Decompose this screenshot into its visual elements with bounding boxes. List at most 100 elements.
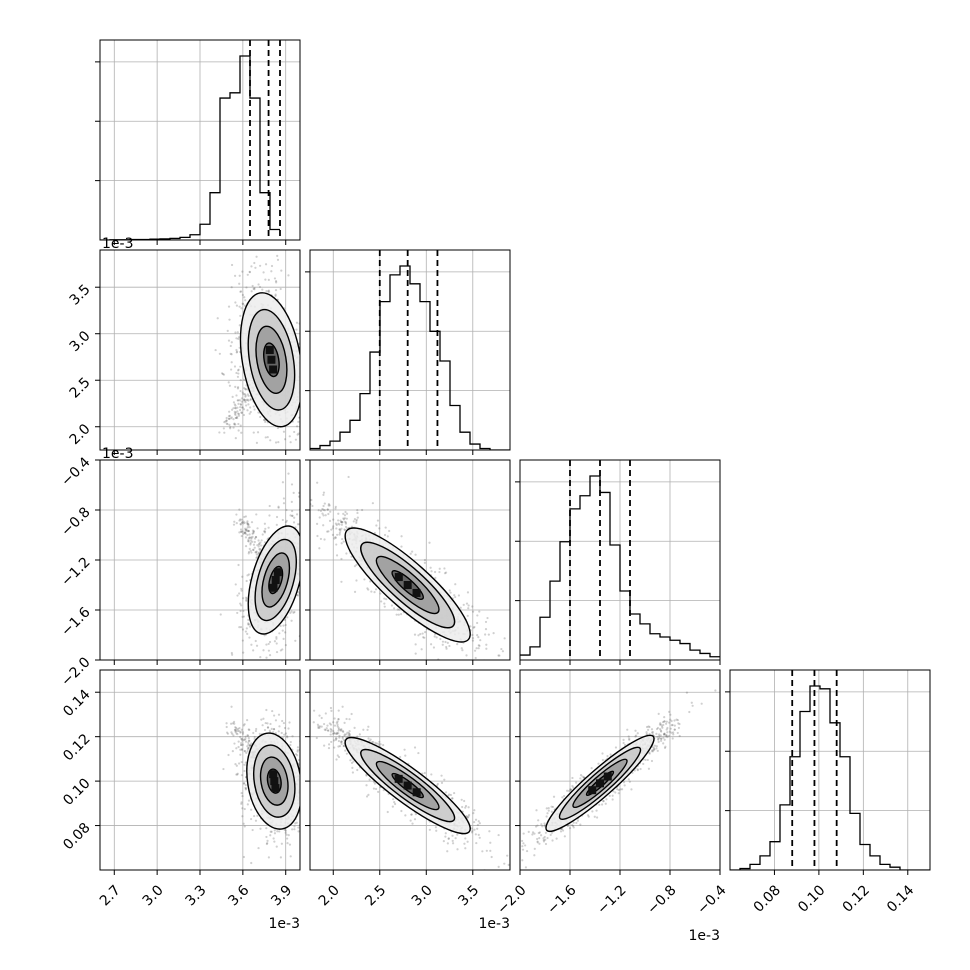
scatter-point bbox=[506, 854, 509, 857]
scatter-point bbox=[484, 620, 488, 624]
scatter-point bbox=[333, 717, 336, 720]
scatter-point bbox=[305, 577, 307, 579]
scatter-point bbox=[234, 437, 237, 440]
scatter-point bbox=[249, 410, 252, 414]
scatter-point bbox=[305, 534, 307, 536]
scatter-point bbox=[241, 815, 244, 818]
scatter-point bbox=[329, 733, 332, 736]
scatter-point bbox=[365, 784, 368, 787]
scatter-point bbox=[250, 817, 253, 821]
scatter-point bbox=[235, 304, 239, 307]
density-peak bbox=[271, 576, 280, 584]
scatter-point bbox=[536, 841, 539, 844]
scatter-point bbox=[218, 431, 221, 434]
scatter-point bbox=[312, 564, 314, 566]
scatter-point bbox=[237, 422, 240, 426]
scatter-point bbox=[296, 746, 300, 749]
scatter-point bbox=[247, 573, 250, 576]
scatter-point bbox=[306, 546, 308, 548]
scatter-point bbox=[245, 528, 248, 531]
scatter-point bbox=[238, 762, 241, 765]
scatter-point bbox=[288, 435, 291, 438]
scatter-point bbox=[251, 535, 254, 538]
density-peak bbox=[265, 346, 274, 355]
scatter-point bbox=[346, 731, 349, 734]
scatter-point bbox=[476, 827, 479, 830]
scatter-point bbox=[443, 567, 446, 570]
scatter-point bbox=[264, 263, 268, 266]
scatter-point bbox=[277, 506, 280, 509]
scatter-point bbox=[305, 361, 307, 363]
scatter-point bbox=[257, 552, 260, 555]
scatter-point bbox=[247, 524, 250, 527]
scatter-point bbox=[312, 368, 314, 370]
scatter-point bbox=[337, 755, 341, 759]
scatter-point bbox=[273, 840, 276, 843]
scatter-point bbox=[291, 735, 294, 738]
scatter-point bbox=[233, 274, 237, 277]
scatter-point bbox=[333, 746, 336, 749]
scatter-point bbox=[320, 399, 322, 401]
scatter-point bbox=[302, 522, 304, 524]
scatter-point bbox=[322, 521, 324, 523]
scatter-point bbox=[388, 529, 391, 533]
scatter-point bbox=[341, 736, 344, 739]
scatter-point bbox=[306, 823, 308, 825]
scatter-point bbox=[343, 514, 347, 517]
scatter-point bbox=[297, 594, 300, 597]
scatter-point bbox=[277, 441, 280, 444]
scatter-point bbox=[467, 604, 470, 607]
scatter-point bbox=[234, 404, 237, 407]
scatter-point bbox=[289, 441, 292, 444]
scatter-point bbox=[311, 504, 314, 508]
scatter-point bbox=[423, 771, 426, 775]
scatter-point bbox=[303, 375, 305, 377]
scatter-point bbox=[259, 415, 262, 419]
scatter-point bbox=[240, 406, 244, 409]
scatter-point bbox=[348, 733, 351, 736]
scatter-point bbox=[247, 552, 250, 555]
scatter-point bbox=[547, 809, 550, 812]
scatter-point bbox=[310, 498, 313, 502]
scatter-point bbox=[351, 771, 354, 774]
scatter-point bbox=[273, 640, 277, 643]
scatter-point bbox=[280, 269, 283, 272]
scatter-point bbox=[234, 763, 237, 766]
scatter-point bbox=[237, 429, 240, 432]
scatter-point bbox=[648, 751, 651, 754]
scatter-point bbox=[233, 410, 236, 414]
scatter-point bbox=[337, 709, 340, 712]
scatter-point bbox=[234, 301, 237, 304]
scatter-point bbox=[291, 470, 293, 472]
scatter-point bbox=[503, 862, 506, 865]
scatter-point bbox=[235, 371, 238, 375]
hist-panel-3 bbox=[725, 669, 931, 875]
scatter-point bbox=[243, 398, 246, 401]
scatter-point bbox=[303, 531, 305, 533]
scatter-point bbox=[244, 786, 247, 789]
scatter-point bbox=[263, 530, 267, 533]
scatter-point bbox=[306, 755, 308, 757]
scatter-point bbox=[290, 610, 293, 613]
scatter-point bbox=[244, 737, 247, 740]
scatter-point bbox=[335, 737, 338, 740]
scatter-point bbox=[321, 507, 324, 511]
scatter-point bbox=[436, 782, 439, 786]
scatter-point bbox=[337, 519, 340, 522]
scatter-point bbox=[338, 533, 341, 536]
scatter-point bbox=[229, 427, 232, 430]
scatter-point bbox=[345, 733, 348, 736]
scatter-point bbox=[313, 867, 315, 869]
scatter-point bbox=[489, 663, 491, 665]
scatter-point bbox=[456, 643, 459, 646]
scatter-point bbox=[342, 518, 346, 521]
scatter-point bbox=[304, 396, 306, 398]
scatter-point bbox=[300, 820, 302, 822]
scatter-point bbox=[236, 733, 239, 736]
scatter-point bbox=[242, 822, 245, 825]
scatter-point bbox=[225, 419, 228, 423]
scatter-point bbox=[466, 816, 469, 819]
scatter-point bbox=[323, 509, 326, 512]
scatter-point bbox=[237, 563, 240, 567]
scatter-point bbox=[240, 774, 244, 777]
